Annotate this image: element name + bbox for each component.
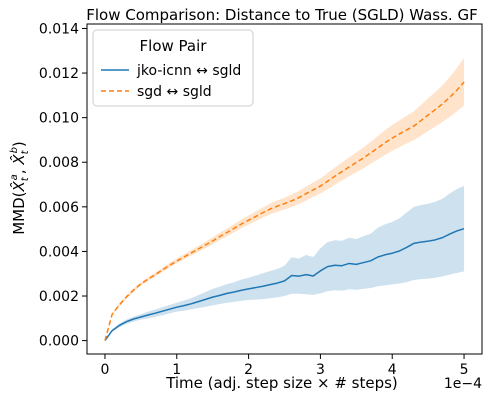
series-lines (104, 81, 465, 342)
x-tick-label: 1 (172, 362, 181, 378)
x-axis-ticks: 0 1 2 3 4 5 (100, 354, 469, 378)
chart-title: Flow Comparison: Distance to True (SGLD)… (86, 6, 477, 24)
y-label-sub-b: t (20, 149, 31, 154)
series-line-1 (104, 81, 465, 341)
x-tick-label: 2 (244, 362, 253, 378)
y-axis-ticks: 0.000 0.002 0.004 0.006 0.008 0.010 0.012 0.014 (39, 21, 87, 350)
y-tick-label: 0.000 (39, 334, 79, 350)
y-label-comma: , (10, 165, 28, 175)
y-label-sup-b: b (9, 147, 20, 153)
x-axis-offset-text: 1e−4 (444, 376, 482, 392)
series-line-0 (104, 227, 465, 342)
y-tick-label: 0.014 (39, 21, 79, 37)
y-axis-label: MMD(X̂ta, X̂tb) (9, 141, 31, 235)
y-tick-label: 0.006 (39, 200, 79, 216)
y-label-xhat-a: X̂ (9, 181, 28, 193)
x-axis-label: Time (adj. step size × # steps) (165, 374, 398, 392)
legend-label-sgd: sgd ↔ sgld (137, 84, 212, 100)
y-tick-label: 0.002 (39, 289, 79, 305)
x-tick-label: 3 (316, 362, 325, 378)
legend-frame (92, 29, 254, 107)
y-label-prefix: MMD( (10, 192, 28, 235)
y-tick-label: 0.012 (39, 66, 79, 82)
plot-frame (86, 23, 483, 355)
y-tick-label: 0.004 (39, 244, 79, 260)
x-tick-label: 4 (388, 362, 397, 378)
y-label-xhat-b: X̂ (9, 154, 28, 166)
legend: Flow Pair jko-icnn ↔ sgld sgd ↔ sgld (92, 29, 254, 107)
y-label-suffix: ) (10, 141, 28, 147)
x-tick-label: 5 (460, 362, 469, 378)
legend-label-jko-icnn: jko-icnn ↔ sgld (136, 63, 241, 79)
legend-title: Flow Pair (140, 37, 208, 55)
confidence-band-1 (104, 57, 465, 341)
y-tick-label: 0.008 (39, 155, 79, 171)
y-label-sub-a: t (20, 176, 31, 181)
y-tick-label: 0.010 (39, 111, 79, 127)
x-tick-label: 0 (100, 362, 109, 378)
y-label-sup-a: a (9, 174, 20, 180)
